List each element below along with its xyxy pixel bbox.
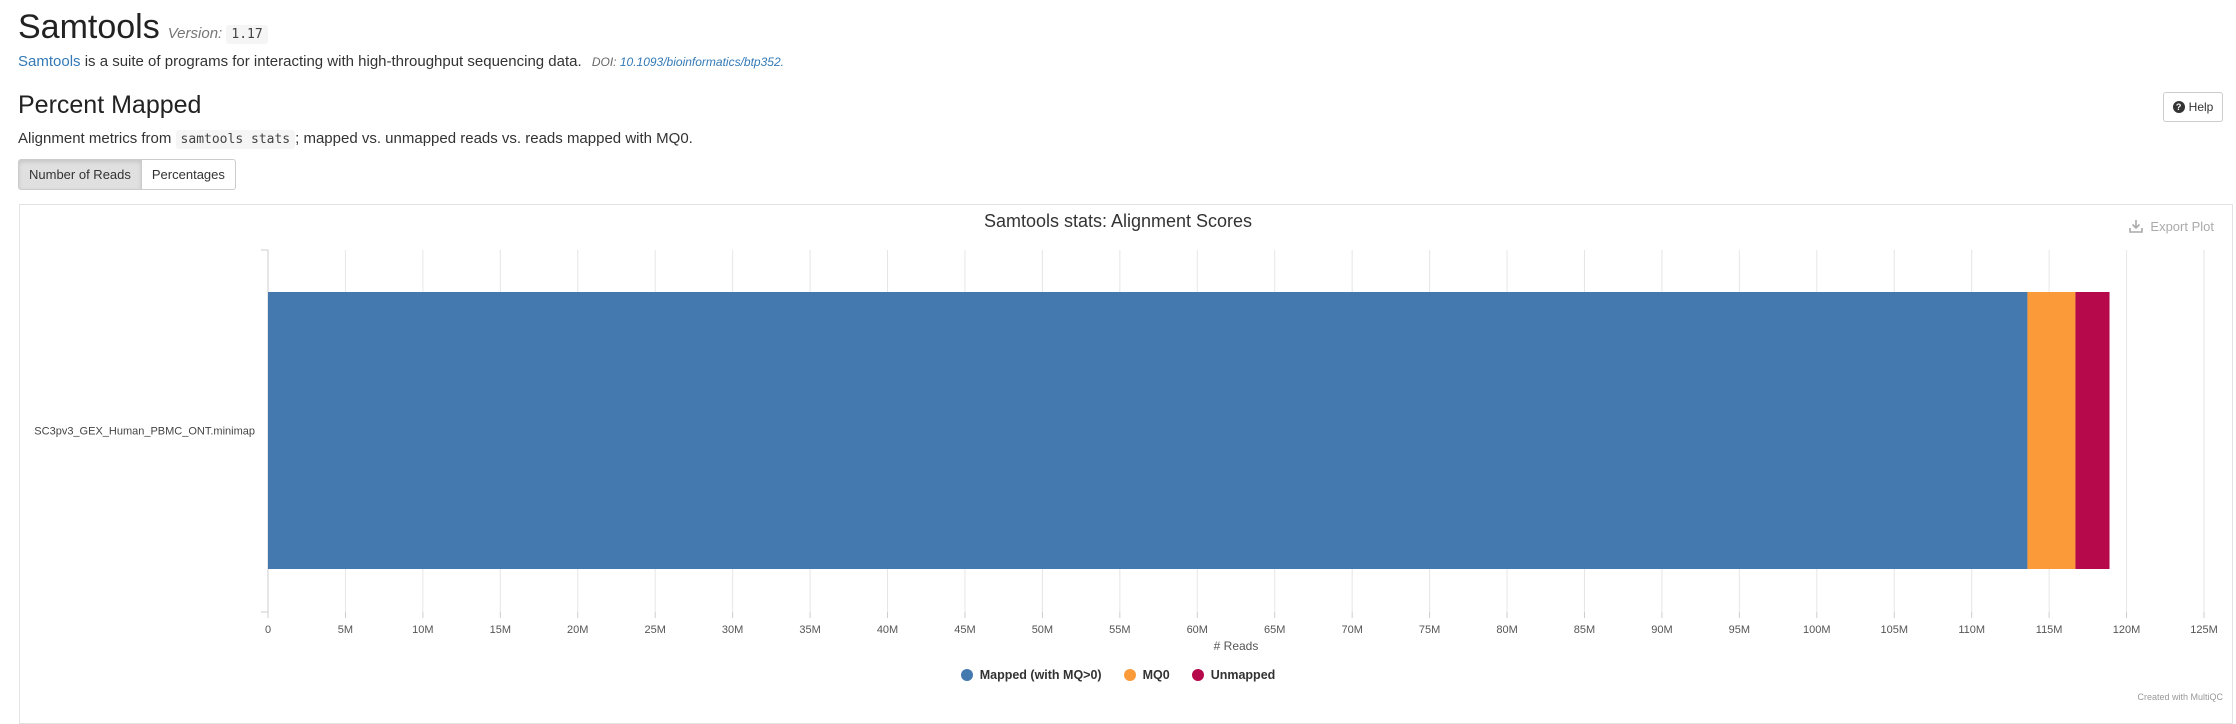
module-description: is a suite of programs for interacting w… (80, 53, 582, 70)
download-icon (2129, 220, 2144, 233)
x-tick-label: 65M (1264, 624, 1285, 636)
x-tick-label: 25M (644, 624, 665, 636)
multiqc-credit: Created with MultiQC (2137, 692, 2223, 702)
x-tick-label: 30M (722, 624, 743, 636)
data-toggle-buttons: Number of Reads Percentages (18, 159, 236, 190)
module-name: Samtools (18, 8, 160, 46)
percentages-button[interactable]: Percentages (141, 159, 236, 190)
x-tick-label: 90M (1651, 624, 1672, 636)
version-info: Version: 1.17 (167, 25, 268, 44)
legend-dot-mapped (960, 669, 973, 681)
x-axis-label: # Reads (1214, 639, 1259, 653)
x-tick-label: 105M (1880, 624, 1908, 636)
x-tick-label: 15M (490, 624, 511, 636)
x-tick-label: 95M (1729, 624, 1750, 636)
help-label: Help (2188, 100, 2214, 114)
doi-link[interactable]: 10.1093/bioinformatics/btp352. (619, 55, 784, 69)
desc-prefix: Alignment metrics from (18, 130, 176, 147)
module-intro: Samtools is a suite of programs for inte… (18, 53, 784, 70)
module-title: Samtools Version: 1.17 (18, 4, 268, 58)
doi: DOI: 10.1093/bioinformatics/btp352. (592, 55, 784, 69)
x-tick-label: 0 (265, 624, 271, 636)
x-tick-label: 75M (1419, 624, 1440, 636)
x-tick-label: 20M (567, 624, 588, 636)
doi-label: DOI: (591, 55, 617, 69)
chart-title: Samtools stats: Alignment Scores (983, 211, 1253, 231)
legend-dot-unmapped (1191, 669, 1204, 681)
legend-label-mq0: MQ0 (1142, 668, 1170, 682)
x-tick-label: 60M (1187, 624, 1208, 636)
export-label: Export Plot (2150, 218, 2214, 234)
x-tick-label: 120M (2113, 624, 2141, 636)
samtools-link[interactable]: Samtools (18, 53, 81, 70)
bar-unmapped (2075, 292, 2110, 569)
x-tick-label: 10M (412, 624, 433, 636)
x-tick-label: 40M (877, 624, 898, 636)
legend-dot-mq0 (1123, 669, 1136, 681)
y-category-label: SC3pv3_GEX_Human_PBMC_ONT.minimap (34, 426, 255, 438)
legend-label-unmapped: Unmapped (1210, 668, 1276, 682)
x-tick-label: 80M (1496, 624, 1517, 636)
question-circle-icon: ? (2172, 101, 2185, 113)
version-number: 1.17 (226, 25, 268, 44)
section-title: Percent Mapped (18, 91, 202, 119)
help-button[interactable]: ? Help (2163, 92, 2223, 122)
chart-legend: Mapped (with MQ>0) MQ0 Unmapped (0, 668, 2236, 682)
legend-label-mapped: Mapped (with MQ>0) (979, 668, 1102, 682)
legend-item-unmapped[interactable]: Unmapped (1191, 668, 1276, 682)
bar-mq0 (2027, 292, 2076, 569)
x-tick-label: 85M (1574, 624, 1595, 636)
section-description: Alignment metrics from samtools stats; m… (18, 130, 693, 149)
x-tick-label: 45M (954, 624, 975, 636)
version-label: Version: (167, 25, 223, 42)
chart-svg: 0 5M 10M 15M 20M 25M 30M 35M 40M 45M 50M 55M 60M 65M 7… (34, 249, 2218, 653)
export-plot-button[interactable]: Export Plot (2128, 218, 2214, 234)
x-tick-label: 100M (1803, 624, 1831, 636)
legend-item-mq0[interactable]: MQ0 (1123, 668, 1170, 682)
bar-mapped (268, 292, 2028, 569)
x-tick-label: 5M (338, 624, 353, 636)
x-tick-label: 125M (2190, 624, 2218, 636)
x-tick-label: 115M (2036, 624, 2063, 636)
legend-item-mapped[interactable]: Mapped (with MQ>0) (960, 668, 1102, 682)
x-tick-label: 50M (1032, 624, 1053, 636)
desc-code: samtools stats (175, 130, 296, 149)
x-tick-label: 55M (1109, 624, 1130, 636)
x-tick-label: 110M (1958, 624, 1985, 636)
number-of-reads-button[interactable]: Number of Reads (18, 159, 142, 190)
x-tick-label: 35M (799, 624, 820, 636)
desc-suffix: ; mapped vs. unmapped reads vs. reads ma… (295, 130, 693, 147)
x-tick-label: 70M (1341, 624, 1362, 636)
